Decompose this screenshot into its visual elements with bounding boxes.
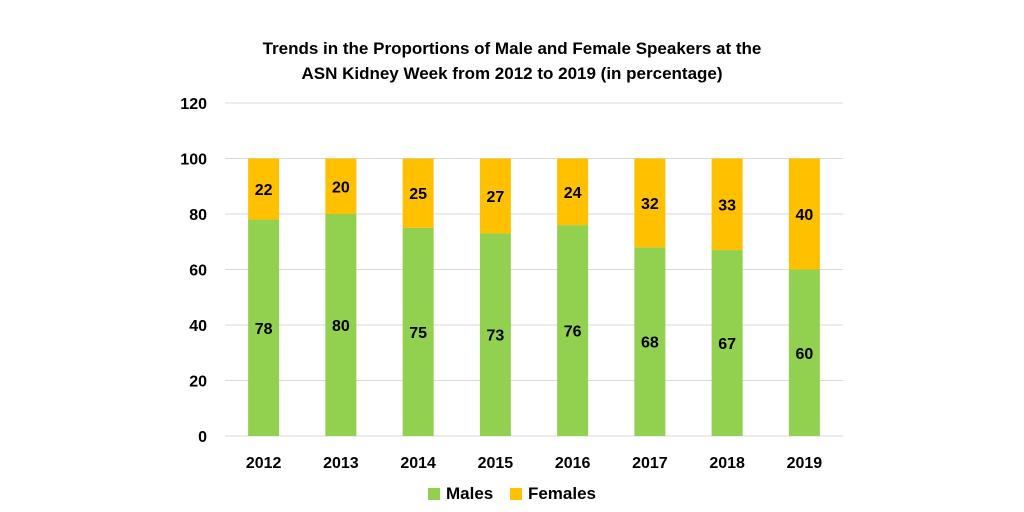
data-label-males-2015: 73 — [486, 328, 504, 345]
y-tick-label-100: 100 — [180, 152, 207, 169]
data-label-males-2017: 68 — [641, 335, 659, 352]
data-label-females-2015: 27 — [486, 189, 504, 206]
x-tick-label-2012: 2012 — [246, 455, 282, 472]
bar-males-2012 — [248, 219, 280, 436]
x-tick-label-2019: 2019 — [787, 455, 823, 472]
chart-title-line-1: Trends in the Proportions of Male and Fe… — [262, 39, 762, 58]
data-label-males-2012: 78 — [255, 321, 273, 338]
bar-males-2014 — [402, 227, 434, 436]
data-label-females-2012: 22 — [255, 182, 273, 199]
bar-females-2017 — [634, 158, 666, 248]
legend-label-females: Females — [527, 484, 597, 503]
x-tick-label-2013: 2013 — [323, 455, 359, 472]
chart-title: Trends in the Proportions of Male and Fe… — [0, 36, 1024, 86]
bar-females-2018 — [711, 158, 743, 251]
legend-swatch-males — [427, 488, 440, 500]
bar-males-2015 — [479, 233, 511, 436]
legend-item-females: Females — [509, 484, 597, 504]
bar-females-2019 — [788, 158, 820, 270]
x-tick-label-2015: 2015 — [478, 455, 514, 472]
data-label-males-2013: 80 — [332, 318, 350, 335]
legend-label-males: Males — [445, 484, 494, 503]
data-label-females-2014: 25 — [409, 186, 427, 203]
x-tick-label-2017: 2017 — [632, 455, 668, 472]
bar-males-2013 — [325, 214, 357, 436]
data-label-females-2018: 33 — [718, 197, 736, 214]
data-label-females-2013: 20 — [332, 179, 350, 196]
y-tick-label-20: 20 — [189, 374, 207, 391]
data-label-males-2019: 60 — [795, 346, 813, 363]
y-tick-label-0: 0 — [198, 429, 207, 446]
legend-swatch-females — [509, 488, 522, 500]
bar-males-2019 — [788, 269, 820, 436]
data-label-males-2014: 75 — [409, 325, 427, 342]
bar-females-2012 — [248, 158, 280, 220]
x-tick-label-2014: 2014 — [400, 455, 436, 472]
data-label-males-2016: 76 — [564, 324, 582, 341]
y-tick-label-60: 60 — [189, 263, 207, 280]
y-tick-label-80: 80 — [189, 207, 207, 224]
x-tick-label-2016: 2016 — [555, 455, 591, 472]
bar-females-2016 — [557, 158, 589, 226]
x-tick-label-2018: 2018 — [709, 455, 745, 472]
bar-females-2013 — [325, 158, 357, 214]
bar-females-2014 — [402, 158, 434, 228]
bar-males-2017 — [634, 247, 666, 436]
bar-females-2015 — [479, 158, 511, 234]
legend: Males Females — [0, 484, 1024, 505]
chart-title-line-2: ASN Kidney Week from 2012 to 2019 (in pe… — [301, 64, 723, 83]
y-tick-label-40: 40 — [189, 318, 207, 335]
data-label-females-2016: 24 — [564, 185, 582, 202]
y-tick-label-120: 120 — [180, 96, 207, 113]
bar-males-2018 — [711, 250, 743, 436]
data-label-females-2019: 40 — [795, 207, 813, 224]
data-label-females-2017: 32 — [641, 196, 659, 213]
bar-males-2016 — [557, 225, 589, 436]
legend-item-males: Males — [427, 484, 494, 504]
data-label-males-2018: 67 — [718, 336, 736, 353]
